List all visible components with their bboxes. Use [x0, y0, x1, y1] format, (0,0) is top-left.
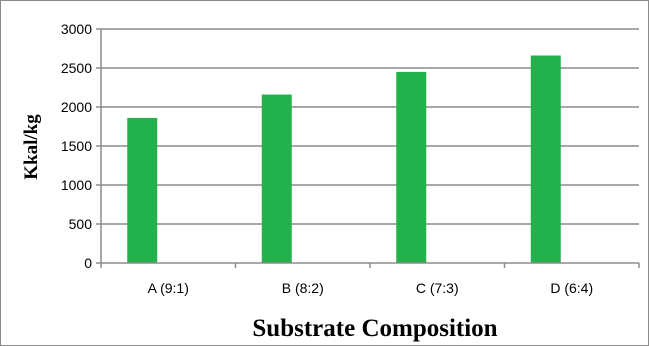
x-tick-label-2: B (8:2)	[282, 280, 324, 296]
y-tick-label-500: 500	[69, 216, 93, 232]
y-tick-label-0: 0	[84, 255, 92, 271]
y-tick-label-1000: 1000	[61, 177, 92, 193]
x-tick-label-1: A (9:1)	[148, 280, 189, 296]
bar-1	[127, 117, 158, 263]
axes	[96, 28, 640, 268]
bar-2	[261, 94, 292, 264]
y-tick-label-2000: 2000	[61, 99, 92, 115]
x-tick-labels: A (9:1) B (8:2) C (7:3) D (6:4)	[148, 280, 594, 296]
bar-3	[396, 71, 427, 264]
x-tick-label-4: D (6:4)	[550, 280, 593, 296]
bars	[127, 55, 561, 264]
x-tick-label-3: C (7:3)	[416, 280, 459, 296]
y-tick-labels: 0 500 1000 1500 2000 2500 3000	[61, 21, 92, 271]
x-axis-title: Substrate Composition	[252, 315, 497, 342]
y-tick-label-1500: 1500	[61, 138, 92, 154]
bar-4	[530, 55, 561, 263]
y-axis-title: Kkal/kg	[21, 114, 42, 180]
y-tick-label-2500: 2500	[61, 60, 92, 76]
y-tick-label-3000: 3000	[61, 21, 92, 37]
